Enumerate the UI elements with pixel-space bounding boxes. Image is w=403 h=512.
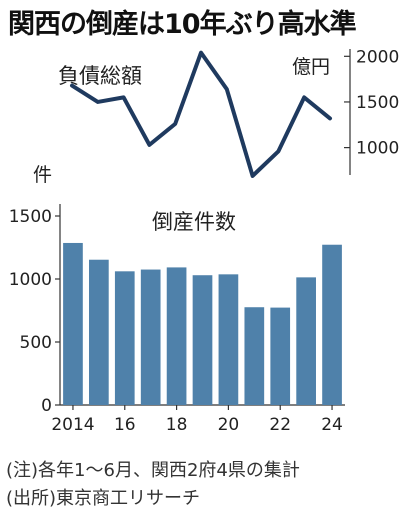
line-series-total-debt [70, 50, 332, 178]
bar-x-tick-label: 22 [269, 415, 291, 435]
chart-title: 関西の倒産は10年ぶり高水準 [8, 9, 357, 40]
bar-y-tick-label: 1500 [9, 207, 52, 227]
bar-x-tick-label: 20 [218, 415, 240, 435]
bar-2017 [140, 269, 161, 405]
bar-y-tick-label: 500 [20, 333, 52, 353]
line-y-tick-label: 2000 [356, 47, 399, 67]
bar-2022 [270, 307, 291, 405]
bar-2014 [63, 242, 83, 405]
bar-x-tick-label: 2014 [51, 415, 94, 435]
bar-x-tick-label: 18 [166, 415, 188, 435]
line-chart-unit: 億円 [292, 56, 331, 78]
bar-2019 [192, 275, 213, 405]
bar-2021 [244, 307, 265, 405]
bar-2020 [218, 274, 239, 405]
bar-2023 [296, 277, 316, 405]
source-text: (出所)東京商工リサーチ [6, 488, 201, 509]
line-y-tick-label: 1000 [356, 139, 399, 159]
bar-chart-title: 倒産件数 [152, 210, 236, 234]
bar-2016 [114, 271, 135, 405]
bar-2015 [89, 259, 109, 405]
bar-chart-unit: 件 [33, 164, 53, 186]
bar-2018 [166, 267, 187, 405]
bar-y-tick-label: 0 [41, 396, 52, 416]
note-text: (注)各年1～6月、関西2府4県の集計 [6, 460, 300, 481]
bar-x-tick-label: 24 [321, 415, 343, 435]
line-y-tick-label: 1500 [356, 93, 399, 113]
bar-2024 [322, 244, 342, 405]
bar-x-tick-label: 16 [114, 415, 136, 435]
bar-y-tick-label: 1000 [9, 270, 52, 290]
